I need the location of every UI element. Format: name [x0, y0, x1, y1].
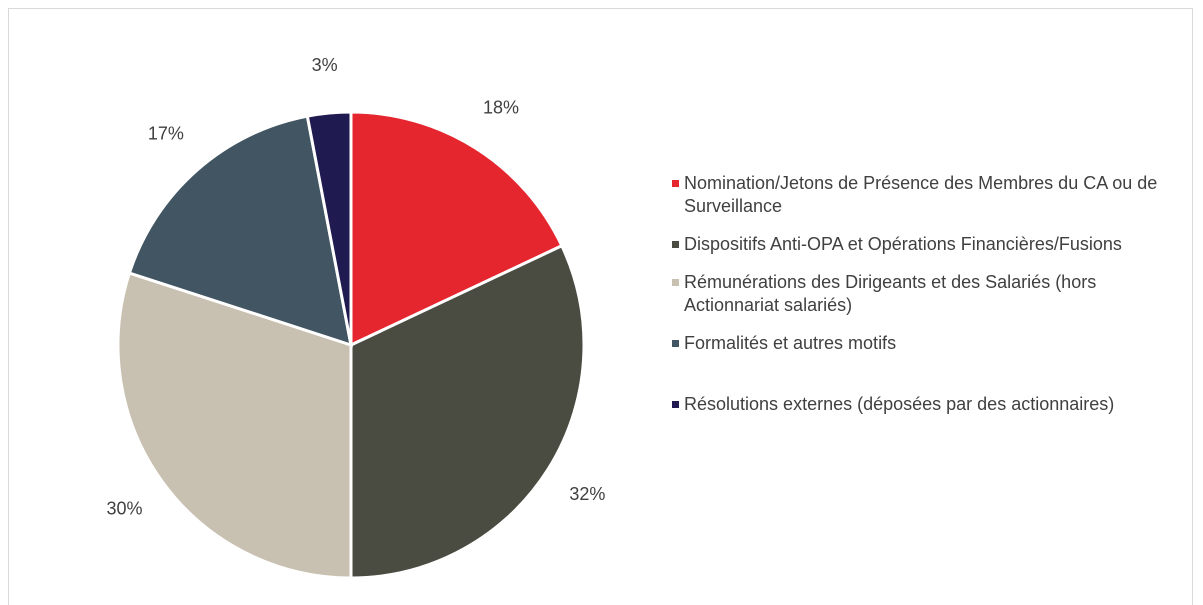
pie-slice	[127, 114, 353, 348]
chart-frame	[8, 8, 1193, 605]
legend: Nomination/Jetons de Présence des Membre…	[672, 172, 1187, 431]
data-label: 18%	[483, 97, 519, 117]
legend-item: Dispositifs Anti-OPA et Opérations Finan…	[672, 233, 1187, 256]
legend-swatch	[672, 401, 679, 408]
legend-swatch	[672, 241, 679, 248]
data-label: 17%	[148, 124, 184, 144]
legend-label: Formalités et autres motifs	[684, 333, 897, 353]
legend-item: Résolutions externes (déposées par des a…	[672, 393, 1187, 416]
legend-label: Dispositifs Anti-OPA et Opérations Finan…	[684, 234, 1122, 254]
legend-label: Rémunérations des Dirigeants et des Sala…	[684, 272, 1097, 315]
legend-swatch	[672, 340, 679, 347]
legend-label: Résolutions externes (déposées par des a…	[684, 394, 1115, 414]
legend-swatch	[672, 279, 679, 286]
pie-slice	[116, 271, 353, 580]
legend-swatch	[672, 180, 679, 187]
data-label: 30%	[106, 498, 142, 518]
legend-item: Rémunérations des Dirigeants et des Sala…	[672, 271, 1187, 317]
legend-item: Nomination/Jetons de Présence des Membre…	[672, 172, 1187, 218]
legend-item: Formalités et autres motifs	[672, 332, 1187, 355]
pie-slice	[349, 243, 586, 580]
data-label: 3%	[312, 55, 338, 75]
pie-slice	[349, 110, 564, 348]
legend-label: Nomination/Jetons de Présence des Membre…	[684, 173, 1158, 216]
data-label: 32%	[569, 484, 605, 504]
pie-slice	[305, 110, 353, 346]
